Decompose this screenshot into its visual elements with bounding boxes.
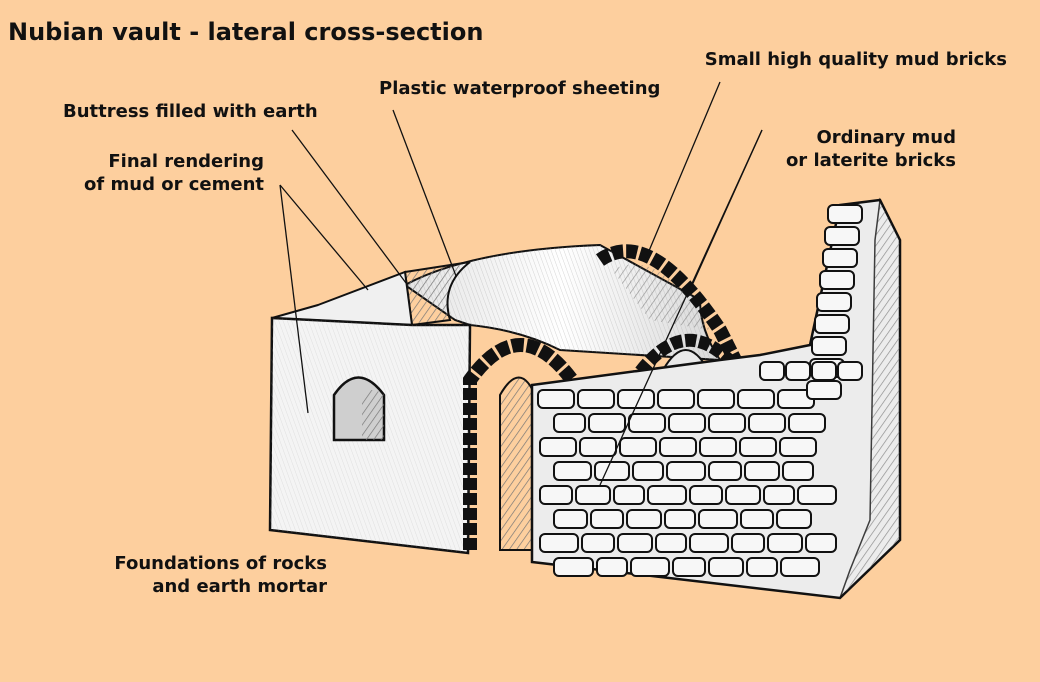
leader-lines	[279, 81, 763, 486]
brick	[577, 389, 615, 409]
brick	[613, 485, 645, 505]
brick	[767, 533, 803, 553]
brick	[797, 485, 837, 505]
brick	[553, 461, 592, 481]
brick	[666, 461, 706, 481]
brick	[664, 509, 696, 529]
brick	[689, 533, 729, 553]
back-arch	[595, 244, 747, 374]
front-arch-interior	[499, 376, 536, 551]
brick	[776, 509, 812, 529]
label-rendering-line2: of mud or cement	[84, 174, 264, 195]
brick	[737, 389, 775, 409]
brick	[708, 557, 744, 577]
label-rendering: Final rendering of mud or cement	[84, 150, 264, 196]
label-rendering-line1: Final rendering	[108, 151, 264, 172]
brick	[708, 461, 742, 481]
brick	[632, 461, 664, 481]
brick	[699, 437, 737, 457]
brick	[657, 389, 695, 409]
brick	[689, 485, 723, 505]
brick	[626, 509, 662, 529]
brick	[617, 389, 655, 409]
brick	[594, 461, 630, 481]
leader-rendering-b	[279, 184, 309, 414]
brick	[655, 533, 687, 553]
brick	[725, 485, 761, 505]
brick	[672, 557, 706, 577]
leader-ordinary-b	[689, 129, 763, 291]
label-foundations-line1: Foundations of rocks	[114, 553, 327, 574]
label-ordinary-line1: Ordinary mud	[816, 127, 956, 148]
brick	[630, 557, 670, 577]
brick	[811, 361, 837, 381]
brick	[837, 361, 863, 381]
brick	[553, 557, 594, 577]
leader-buttress	[291, 129, 407, 284]
brick	[806, 380, 842, 400]
brick	[731, 533, 765, 553]
brick	[785, 361, 811, 381]
brick	[590, 509, 624, 529]
brick	[539, 485, 573, 505]
brick	[805, 533, 837, 553]
brick	[782, 461, 814, 481]
brick	[539, 437, 577, 457]
diagram-title: Nubian vault - lateral cross-section	[8, 18, 484, 46]
leader-rendering-a	[279, 184, 369, 291]
brick	[698, 509, 738, 529]
brick	[822, 248, 858, 268]
brick	[537, 389, 575, 409]
brick	[539, 533, 579, 553]
front-arch	[463, 338, 579, 550]
brick	[788, 413, 826, 433]
leader-sheeting	[392, 109, 457, 277]
brick	[744, 461, 780, 481]
brick	[596, 557, 628, 577]
rendering-slope	[271, 270, 414, 327]
brick	[619, 437, 657, 457]
brick	[575, 485, 611, 505]
brick	[759, 361, 785, 381]
brick	[814, 314, 850, 334]
brick	[827, 204, 863, 224]
brick	[647, 485, 687, 505]
end-wall-side	[839, 197, 901, 599]
brick	[740, 509, 774, 529]
label-sheeting: Plastic waterproof sheeting	[379, 78, 661, 99]
brick	[819, 270, 855, 290]
brick	[659, 437, 697, 457]
brick	[697, 389, 735, 409]
brick	[739, 437, 777, 457]
label-foundations: Foundations of rocks and earth mortar	[114, 552, 327, 598]
label-ordinary-bricks: Ordinary mud or laterite bricks	[786, 126, 956, 172]
brick	[748, 413, 786, 433]
brick	[579, 437, 617, 457]
brick	[780, 557, 820, 577]
label-ordinary-line2: or laterite bricks	[785, 150, 956, 171]
brick	[581, 533, 615, 553]
buttress-earth	[403, 261, 471, 327]
brick	[816, 292, 852, 312]
brick	[553, 509, 588, 529]
brick	[553, 413, 586, 433]
brick	[824, 226, 860, 246]
brick	[811, 336, 847, 356]
brick	[779, 437, 817, 457]
brick	[708, 413, 746, 433]
label-buttress: Buttress filled with earth	[63, 101, 318, 122]
brick	[617, 533, 653, 553]
leader-small-bricks	[645, 81, 721, 259]
brick	[763, 485, 795, 505]
brick	[588, 413, 626, 433]
label-small-bricks: Small high quality mud bricks	[704, 49, 1007, 70]
brick-courses	[537, 204, 863, 577]
brick	[628, 413, 666, 433]
brick	[746, 557, 778, 577]
brick	[668, 413, 706, 433]
label-foundations-line2: and earth mortar	[152, 576, 327, 597]
